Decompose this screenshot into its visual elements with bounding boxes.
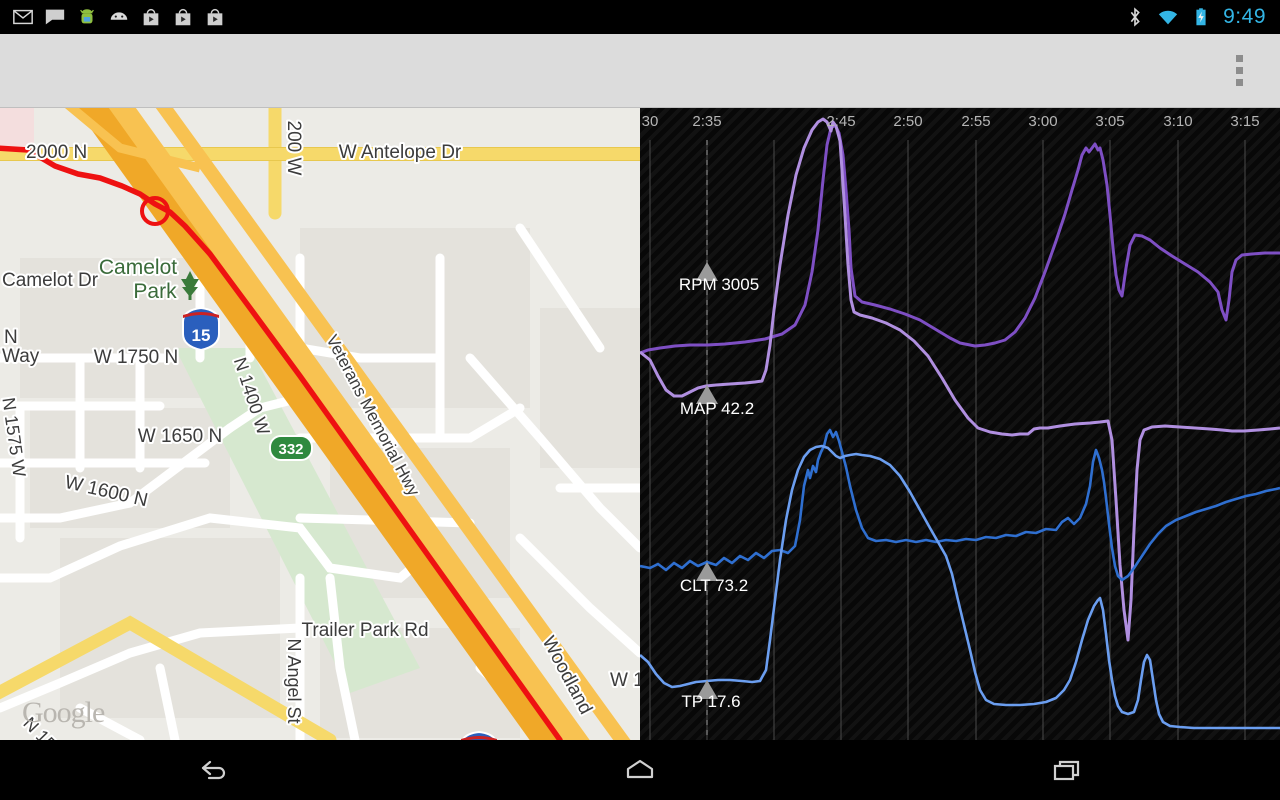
- time-tick-label: 3:10: [1163, 113, 1192, 130]
- map-minor-roads: [0, 223, 640, 740]
- readout-rpm[interactable]: RPM 3005: [679, 262, 759, 294]
- battery-charging-icon: [1196, 8, 1206, 26]
- status-bar-system-icons[interactable]: 9:49: [1124, 5, 1280, 29]
- highway-shield-15[interactable]: 15: [461, 730, 497, 740]
- time-tick-label: 2:55: [961, 113, 990, 130]
- overflow-menu-icon[interactable]: [1230, 54, 1248, 88]
- readout-marker-triangle: [696, 385, 718, 404]
- map-label: Way: [2, 346, 40, 367]
- status-bar: 9:49: [0, 0, 1280, 34]
- play-store-icon: [207, 8, 223, 26]
- series-line-rpm: [640, 123, 1280, 355]
- map-arterial-casing: [0, 147, 640, 161]
- series-line-clt: [640, 428, 1280, 582]
- series-line-tp: [640, 444, 1280, 730]
- map-label: W Antelope Dr: [339, 142, 462, 163]
- map-label: W 1: [610, 670, 640, 691]
- back-icon: [202, 760, 226, 780]
- recents-button[interactable]: [1007, 740, 1127, 800]
- status-bar-clock: 9:49: [1223, 5, 1266, 28]
- bluetooth-icon: [1130, 7, 1140, 27]
- readout-label: MAP 42.2: [680, 399, 754, 418]
- map-label: N Angel St: [284, 638, 304, 723]
- home-icon: [626, 759, 654, 779]
- map-label: Camelot: [99, 256, 177, 279]
- readout-map[interactable]: MAP 42.2: [680, 385, 754, 418]
- map-canvas[interactable]: 2000 N 200 W W Antelope Dr N Camelot DrCamel…: [0, 108, 640, 740]
- graph-readout-markers[interactable]: RPM 3005 MAP 42.2 CLT 73.2 TP 17.6: [679, 262, 759, 711]
- park-tree-icon: [181, 271, 199, 300]
- readout-marker-triangle: [696, 262, 718, 281]
- map-label: W 1650 N: [138, 426, 222, 447]
- time-tick-label: 2:45: [826, 113, 855, 130]
- back-button[interactable]: [153, 740, 273, 800]
- readout-marker-triangle: [696, 562, 718, 581]
- map-label: Camelot Dr: [2, 270, 99, 291]
- current-position-marker[interactable]: [140, 196, 170, 226]
- action-bar: [0, 34, 1280, 108]
- readout-clt[interactable]: CLT 73.2: [680, 562, 748, 595]
- android-update-icon: [80, 9, 94, 24]
- map-shields[interactable]: 15 15 332: [182, 306, 497, 740]
- readout-label: RPM 3005: [679, 275, 759, 294]
- google-watermark: Google: [22, 696, 105, 729]
- time-tick-label: 3:15: [1230, 113, 1259, 130]
- time-tick-label: 3:05: [1095, 113, 1124, 130]
- map-label: Park: [133, 280, 177, 303]
- svg-text:332: 332: [278, 441, 303, 458]
- time-tick-label: 2:50: [893, 113, 922, 130]
- gps-track: [0, 145, 563, 740]
- time-tick-label: 30: [642, 113, 659, 130]
- status-bar-notification-icons[interactable]: [0, 6, 226, 28]
- content-split: 2000 N 200 W W Antelope Dr N Camelot Dr Camel…: [0, 108, 1280, 740]
- highway-shield-15[interactable]: 15: [182, 306, 220, 352]
- graph-pane[interactable]: 30 2:35 2:45 2:50 2:55 3:00 3:05 3:10 3:15 RPM 3…: [640, 108, 1280, 740]
- graph-canvas[interactable]: 30 2:35 2:45 2:50 2:55 3:00 3:05 3:10 3:15 RPM 3…: [640, 108, 1280, 740]
- map-label: 200 W: [283, 121, 304, 176]
- overflow-dot: [1235, 67, 1243, 74]
- home-button[interactable]: [580, 740, 700, 800]
- graph-gridlines: [649, 140, 1246, 740]
- time-tick-label: 2:35: [692, 113, 721, 130]
- readout-tp[interactable]: TP 17.6: [681, 680, 741, 711]
- highway-shield-332[interactable]: 332: [269, 435, 313, 461]
- play-store-icon: [143, 8, 159, 26]
- overflow-dot: [1235, 79, 1243, 86]
- series-line-map: [640, 117, 1280, 642]
- navigation-bar: [0, 740, 1280, 800]
- map-label: Trailer Park Rd: [301, 620, 428, 641]
- wifi-icon: [1158, 10, 1178, 25]
- time-tick-label: 3:00: [1028, 113, 1057, 130]
- android-head-icon: [110, 12, 128, 20]
- readout-marker-triangle: [696, 680, 718, 699]
- graph-time-labels: 30 2:35 2:45 2:50 2:55 3:00 3:05 3:10 3:15: [642, 113, 1260, 130]
- recents-icon: [1053, 760, 1079, 781]
- map-pane[interactable]: 2000 N 200 W W Antelope Dr N Camelot Dr Camel…: [0, 108, 640, 740]
- svg-text:15: 15: [192, 326, 211, 345]
- map-label: W 1750 N: [94, 347, 178, 368]
- road-diagonal-yellow: [0, 615, 337, 740]
- gmail-icon: [13, 9, 33, 25]
- readout-label: TP 17.6: [681, 692, 740, 711]
- messaging-icon: [45, 9, 65, 25]
- map-label: N: [4, 327, 18, 348]
- overflow-dot: [1235, 55, 1243, 62]
- readout-label: CLT 73.2: [680, 576, 748, 595]
- map-label: 2000 N: [26, 142, 87, 163]
- play-store-icon: [175, 8, 191, 26]
